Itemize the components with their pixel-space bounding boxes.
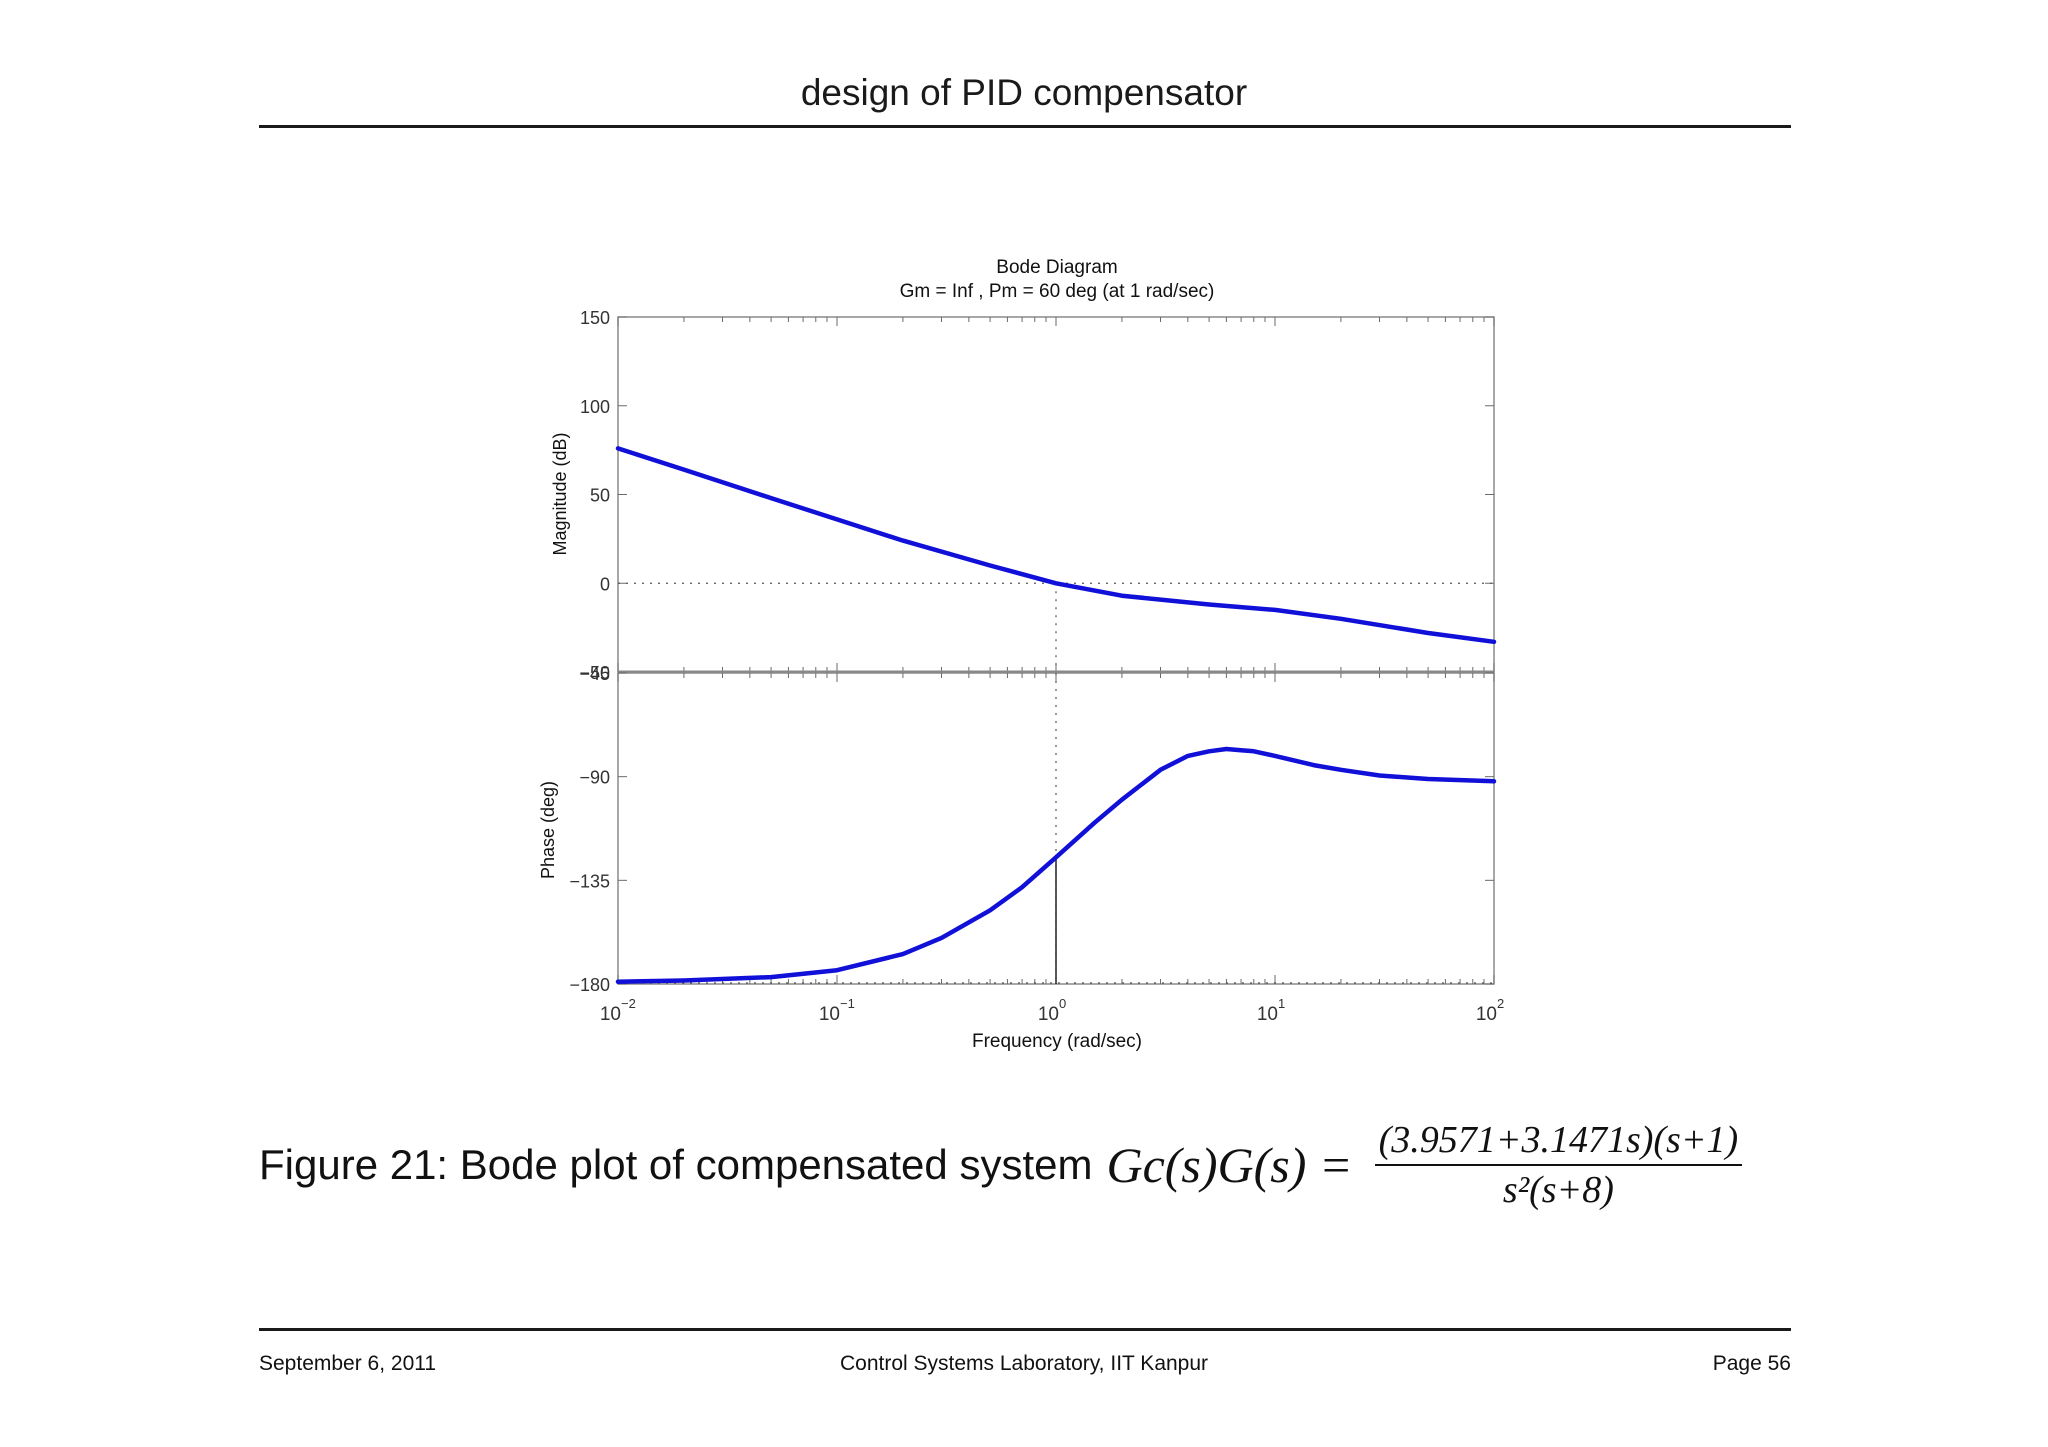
x-tick-label: 10 [1257, 1004, 1278, 1025]
footer-date: September 6, 2011 [259, 1352, 437, 1375]
magnitude-y-tick-label: −50 [579, 663, 610, 683]
phase-y-tick-label: −180 [569, 975, 610, 995]
x-tick-exponent: −1 [840, 996, 855, 1011]
caption-text: Figure 21: Bode plot of compensated syst… [259, 1141, 1093, 1188]
figure-caption: Figure 21: Bode plot of compensated syst… [259, 1119, 1743, 1211]
footer-institution: Control Systems Laboratory, IIT Kanpur [839, 1352, 1209, 1375]
x-tick-label: 10 [819, 1004, 840, 1025]
x-tick-label: 10 [1476, 1004, 1497, 1025]
x-tick-exponent: 1 [1278, 996, 1285, 1011]
x-tick-exponent: 2 [1497, 996, 1504, 1011]
equation-denominator: s²(s+8) [1502, 1169, 1614, 1211]
x-tick-label: 10 [1038, 1004, 1059, 1025]
equation-lhs: Gc(s)G(s) = [1106, 1137, 1353, 1193]
header-rule [259, 125, 1791, 128]
footer-page-number: Page 56 [1712, 1352, 1791, 1375]
x-tick-exponent: −2 [621, 996, 636, 1011]
phase-y-tick-label: −45 [579, 664, 610, 684]
magnitude-axes [617, 316, 1495, 673]
footer-rule [259, 1328, 1791, 1331]
phase-series-line [615, 746, 1497, 984]
magnitude-y-tick-label: 50 [590, 486, 610, 506]
x-axis-label: Frequency (rad/sec) [972, 1031, 1142, 1052]
page-title: design of PID compensator [800, 72, 1248, 113]
chart-title: Bode Diagram [996, 257, 1117, 278]
magnitude-series-line [615, 446, 1497, 645]
magnitude-ylabel: Magnitude (dB) [550, 432, 570, 555]
x-tick-label: 10 [600, 1004, 621, 1025]
magnitude-y-tick-label: 100 [580, 397, 610, 417]
magnitude-y-tick-label: 0 [600, 574, 610, 594]
phase-y-tick-label: −90 [579, 768, 610, 788]
phase-ylabel: Phase (deg) [538, 781, 558, 879]
magnitude-y-tick-label: 150 [580, 308, 610, 328]
magnitude-plot: 150 100 50 0 −50 [579, 308, 1497, 683]
caption-equation: Gc(s)G(s) = (3.9571+3.1471s)(s+1) s²(s+8… [1106, 1118, 1743, 1212]
chart-subtitle: Gm = Inf , Pm = 60 deg (at 1 rad/sec) [900, 281, 1215, 302]
phase-plot: −45 −90 −135 −180 [569, 664, 1497, 995]
equation-fraction: (3.9571+3.1471s)(s+1) s²(s+8) [1374, 1118, 1743, 1212]
phase-y-tick-label: −135 [569, 871, 610, 891]
x-tick-exponent: 0 [1059, 996, 1066, 1011]
equation-numerator: (3.9571+3.1471s)(s+1) [1374, 1118, 1743, 1166]
